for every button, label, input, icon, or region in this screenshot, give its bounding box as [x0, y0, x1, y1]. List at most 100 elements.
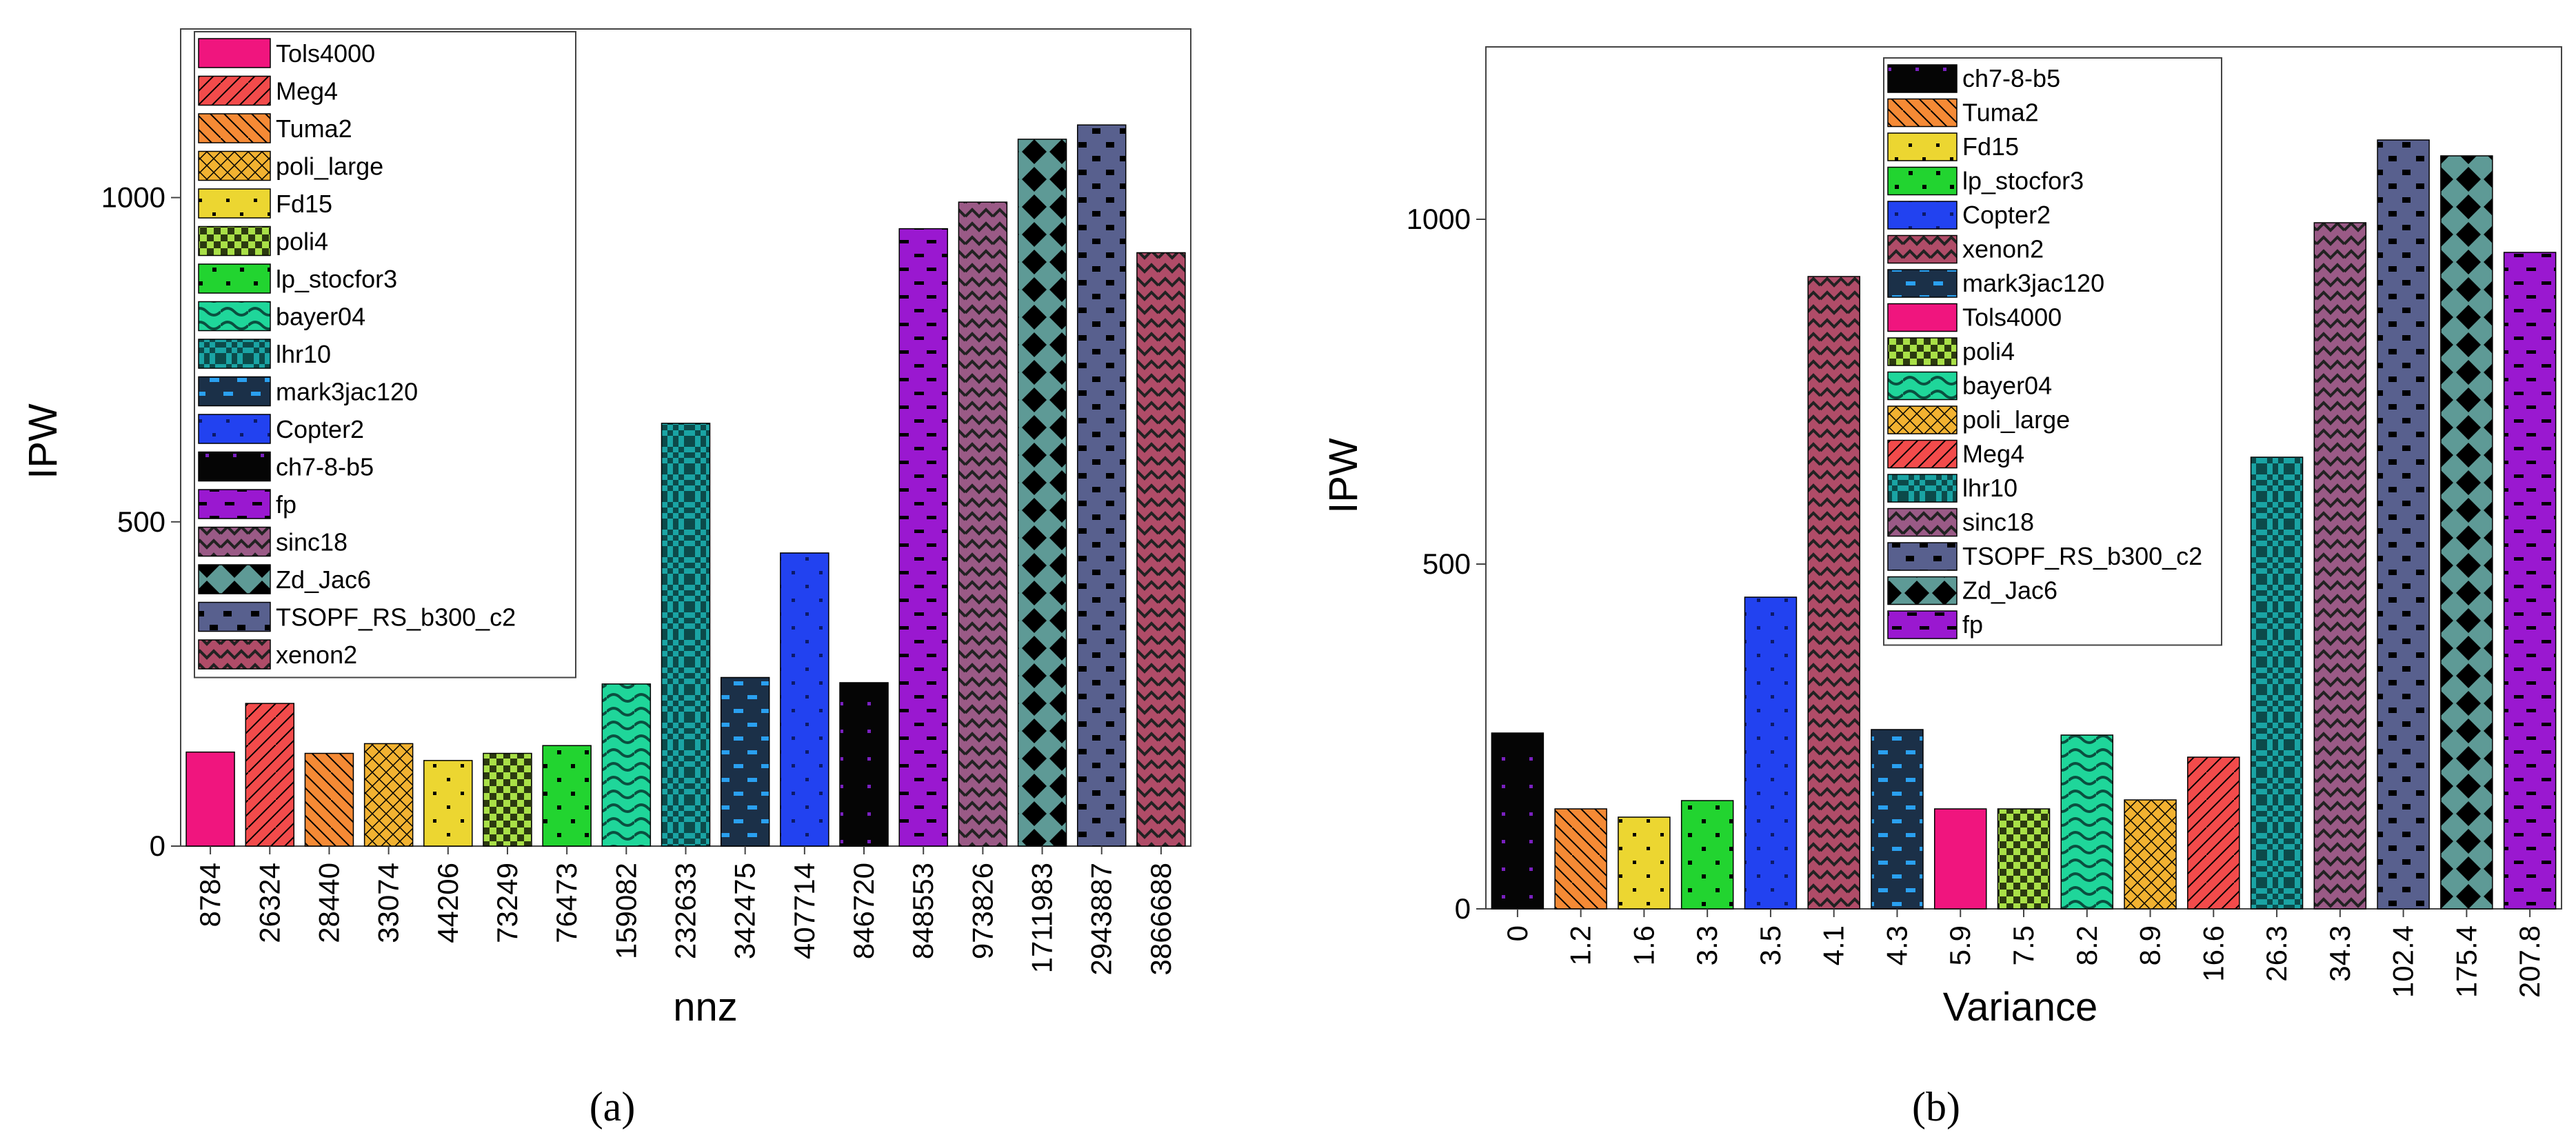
bar-copter2 — [780, 552, 829, 847]
bar-meg4 — [2187, 756, 2240, 910]
legend-label: bayer04 — [1962, 372, 2052, 400]
chart-b-xticks: 0 1.2 1.6 3.3 3.5 4.1 4.3 5.9 7.5 8.2 8.9 16.6 26.3 3… — [1501, 909, 2546, 998]
legend-label: Fd15 — [276, 190, 332, 218]
chart-a-yticks: 0 500 1000 — [101, 181, 181, 862]
legend-label: Zd_Jac6 — [1962, 576, 2057, 605]
legend-swatch-fd15 — [1887, 132, 1958, 161]
legend-swatch-poli4 — [1887, 337, 1958, 366]
bar-mark3jac120 — [720, 676, 770, 847]
bar-poli4 — [1997, 808, 2051, 910]
bar-lhr10 — [661, 423, 711, 847]
bar-lhr10 — [2250, 456, 2304, 910]
chart-a-legend: Tols4000 Meg4 Tuma2 poli_large Fd15 poli4 lp_s… — [194, 31, 576, 679]
chart-b-xlabel: Variance — [1943, 985, 2098, 1030]
x-tick-label: 26324 — [253, 863, 285, 943]
legend-label: mark3jac120 — [1962, 269, 2104, 297]
chart-b-bars — [1491, 139, 2557, 910]
legend-swatch-mark3jac120 — [198, 376, 271, 407]
legend-label: xenon2 — [1962, 235, 2044, 263]
chart-b-legend: ch7-8-b5 Tuma2 Fd15 lp_stocfor3 Copter2 xenon… — [1883, 57, 2222, 646]
bar-bayer04 — [2060, 734, 2114, 910]
legend-label: lp_stocfor3 — [1962, 167, 2084, 195]
legend-swatch-tuma2 — [198, 113, 271, 143]
legend-swatch-mark3jac120 — [1887, 269, 1958, 298]
bar-xenon2 — [1136, 252, 1186, 847]
legend-label: sinc18 — [276, 528, 348, 556]
legend-swatch-tuma2 — [1887, 98, 1958, 128]
x-tick-label: 5.9 — [1944, 925, 1976, 965]
legend-swatch-bayer04 — [198, 301, 271, 332]
x-tick-label: 342475 — [729, 863, 761, 959]
bar-fp — [898, 228, 948, 847]
legend-label: mark3jac120 — [276, 378, 418, 406]
legend-swatch-xenon2 — [198, 639, 271, 670]
chart-a-xlabel: nnz — [673, 985, 738, 1030]
x-tick-label: 8.2 — [2071, 925, 2103, 965]
bar-fd15 — [1618, 816, 1671, 910]
bar-fd15 — [423, 760, 473, 847]
legend-swatch-ch7-8-b5 — [1887, 64, 1958, 93]
x-tick-label: 76473 — [550, 863, 583, 943]
bar-sinc18 — [2313, 222, 2367, 910]
y-tick-label: 0 — [150, 830, 165, 862]
bar-copter2 — [1744, 596, 1798, 910]
legend-swatch-zd-jac6 — [198, 564, 271, 594]
legend-label: Meg4 — [1962, 440, 2024, 468]
x-tick-label: 1711983 — [1026, 863, 1058, 973]
legend-label: poli_large — [276, 152, 383, 181]
legend-swatch-lp-stocfor3 — [1887, 166, 1958, 196]
legend-swatch-fd15 — [198, 188, 271, 219]
y-tick-label: 500 — [117, 505, 165, 538]
x-tick-label: 232633 — [670, 863, 702, 959]
bar-zd-jac6 — [1017, 139, 1067, 847]
legend-swatch-tols4000 — [198, 38, 271, 68]
x-tick-label: 7.5 — [2007, 925, 2040, 965]
y-tick-label: 1000 — [1407, 203, 1471, 235]
legend-swatch-meg4 — [198, 75, 271, 106]
bar-bayer04 — [601, 683, 652, 847]
legend-label: TSOPF_RS_b300_c2 — [1962, 542, 2202, 570]
x-tick-label: 846720 — [847, 863, 880, 959]
legend-swatch-copter2 — [198, 414, 271, 444]
legend-label: Tols4000 — [1962, 303, 2062, 332]
legend-label: Fd15 — [1962, 132, 2019, 161]
y-tick-label: 500 — [1422, 548, 1471, 580]
legend-swatch-copter2 — [1887, 201, 1958, 230]
chart-a: 0 500 1000 8784 26324 28440 33074 44206 73249 76… — [21, 28, 1191, 1130]
y-tick-label: 0 — [1455, 892, 1471, 925]
x-tick-label: 973826 — [966, 863, 998, 959]
legend-label: Tuma2 — [276, 114, 352, 143]
legend-swatch-ch7-8-b5 — [198, 451, 271, 482]
legend-label: Copter2 — [1962, 201, 2051, 229]
legend-label: TSOPF_RS_b300_c2 — [276, 603, 516, 632]
x-tick-label: 8784 — [194, 863, 226, 927]
bar-lp-stocfor3 — [1680, 800, 1734, 910]
legend-label: poli4 — [276, 228, 328, 256]
chart-b-panel-label: (b) — [1912, 1084, 1960, 1130]
bar-fp — [2503, 252, 2557, 910]
bar-mark3jac120 — [1871, 729, 1924, 910]
legend-label: sinc18 — [1962, 508, 2034, 536]
legend-label: bayer04 — [276, 303, 365, 331]
legend-swatch-tsopf-rs-b300-c2 — [198, 601, 271, 632]
bar-tuma2 — [304, 752, 354, 847]
legend-label: lp_stocfor3 — [276, 265, 397, 293]
x-tick-label: 33074 — [372, 863, 405, 943]
chart-a-ylabel: IPW — [21, 403, 66, 479]
legend-swatch-sinc18 — [198, 526, 271, 557]
legend-swatch-poli4 — [198, 225, 271, 257]
x-tick-label: 3.5 — [1754, 925, 1787, 965]
legend-swatch-fp — [1887, 610, 1958, 639]
bar-poli-large — [2124, 799, 2177, 910]
legend-label: Meg4 — [276, 77, 338, 106]
legend-label: Tuma2 — [1962, 99, 2039, 127]
legend-swatch-bayer04 — [1887, 371, 1958, 401]
legend-swatch-tsopf-rs-b300-c2 — [1887, 542, 1958, 571]
chart-b: 0 500 1000 0 1.2 1.6 3.3 3.5 4.1 4.3 5.9 7.5 8.2 8.9… — [1321, 46, 2562, 1130]
legend-label: lhr10 — [276, 340, 331, 368]
legend-label: poli4 — [1962, 337, 2015, 365]
legend-swatch-lhr10 — [1887, 474, 1958, 503]
legend-swatch-sinc18 — [1887, 508, 1958, 537]
legend-label: xenon2 — [276, 641, 357, 669]
